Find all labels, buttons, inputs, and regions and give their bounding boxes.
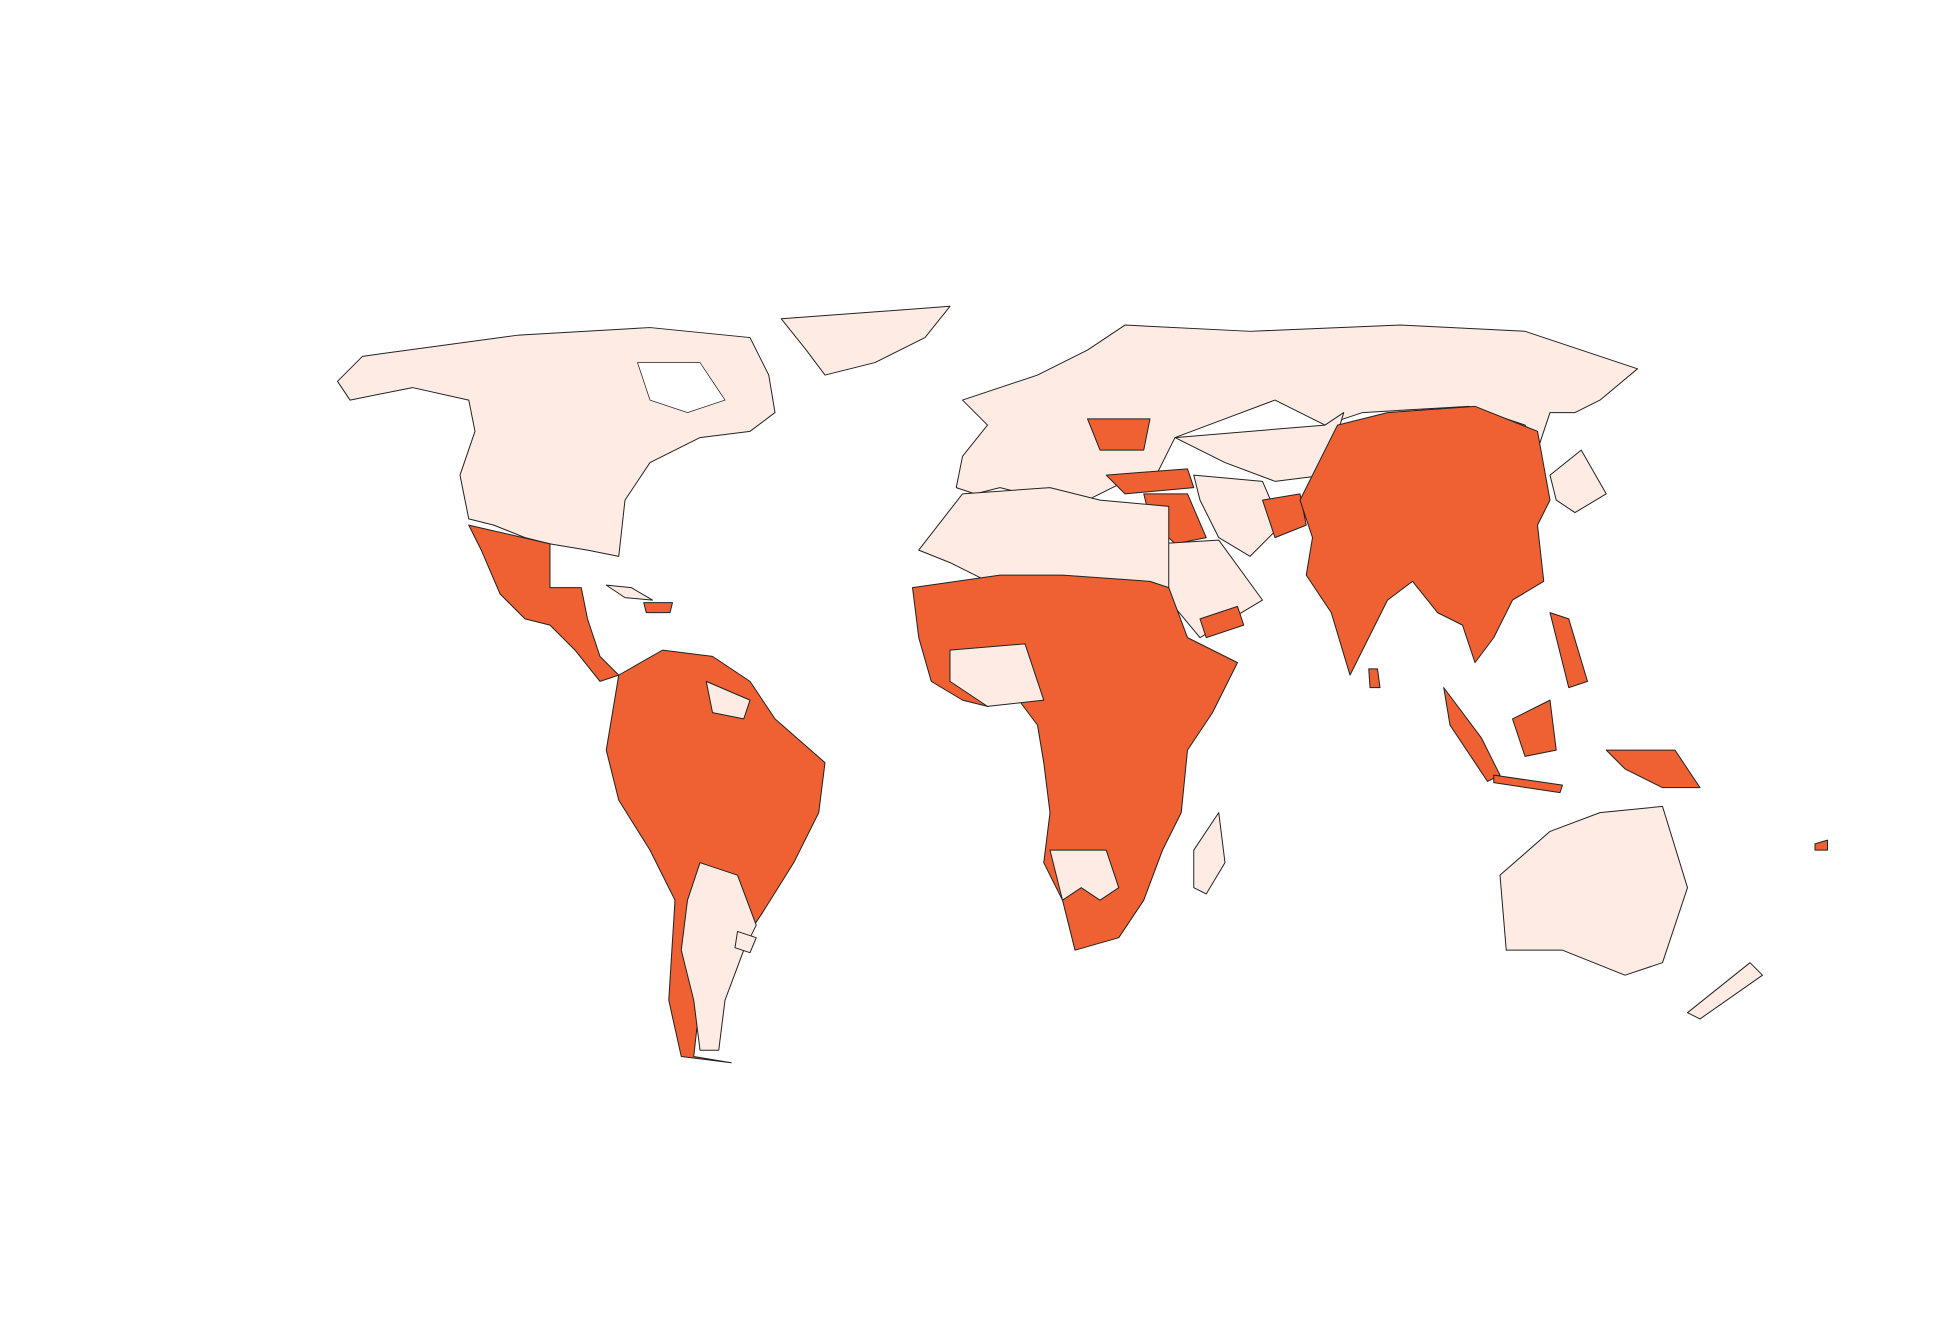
region-papua-new-guinea [1605, 749, 1701, 789]
region-hispaniola [643, 602, 673, 614]
region-sub-saharan-africa [912, 574, 1238, 951]
region-cuba [605, 584, 653, 601]
region-yemen [1199, 605, 1245, 639]
region-argentina [680, 862, 757, 1051]
region-turkey [1105, 468, 1195, 495]
region-greenland [780, 305, 951, 376]
map-regions [337, 305, 1828, 1064]
hudson-bay [636, 362, 726, 413]
region-borneo [1512, 699, 1557, 757]
region-korea-japan [1549, 449, 1607, 514]
region-philippines [1549, 612, 1588, 689]
region-ukraine [1087, 418, 1151, 451]
region-sumatra [1443, 687, 1501, 782]
region-north-africa [918, 487, 1170, 589]
region-north-america [337, 327, 776, 557]
region-afghanistan [1262, 493, 1307, 539]
region-sri-lanka [1368, 668, 1381, 689]
region-iran [1193, 474, 1282, 557]
region-europe-russia [955, 324, 1638, 514]
region-new-zealand [1687, 962, 1763, 1020]
region-china-india-southeast-asia [1299, 405, 1551, 676]
region-namibia-botswana [1049, 849, 1120, 901]
region-west-africa-coast [949, 643, 1045, 707]
region-java [1493, 774, 1563, 794]
region-mexico-central-america [468, 524, 620, 682]
region-fiji [1814, 839, 1828, 851]
region-guianas [705, 680, 751, 720]
region-uruguay [734, 930, 757, 954]
region-australia [1499, 805, 1688, 976]
region-madagascar [1193, 812, 1226, 895]
